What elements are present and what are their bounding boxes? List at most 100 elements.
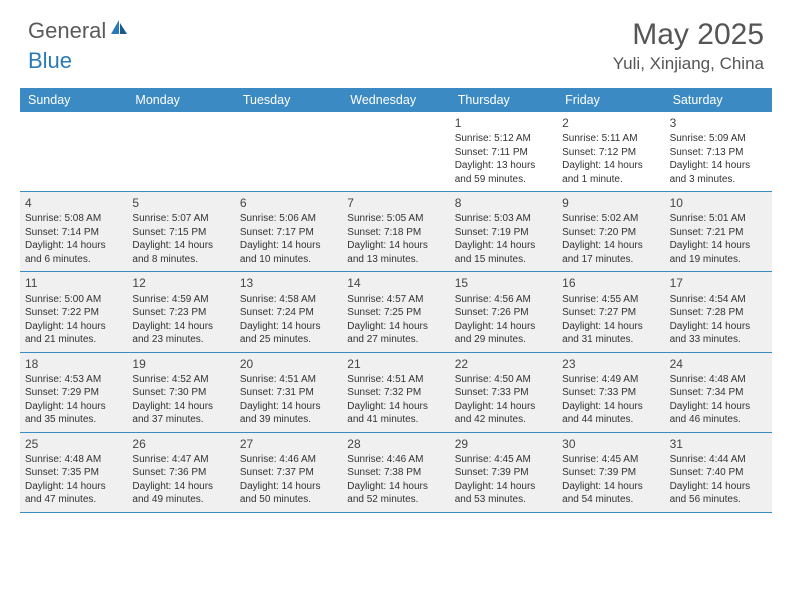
weeks-container: 1Sunrise: 5:12 AMSunset: 7:11 PMDaylight… xyxy=(20,112,772,513)
sunrise-text: Sunrise: 4:45 AM xyxy=(455,453,552,467)
sunrise-text: Sunrise: 5:06 AM xyxy=(240,212,337,226)
location-subtitle: Yuli, Xinjiang, China xyxy=(613,54,764,74)
day-cell: 13Sunrise: 4:58 AMSunset: 7:24 PMDayligh… xyxy=(235,272,342,351)
sunrise-text: Sunrise: 4:46 AM xyxy=(240,453,337,467)
sunset-text: Sunset: 7:17 PM xyxy=(240,226,337,240)
day-number: 3 xyxy=(670,115,767,131)
day-number: 15 xyxy=(455,275,552,291)
day-number: 22 xyxy=(455,356,552,372)
daylight-text: Daylight: 14 hours and 41 minutes. xyxy=(347,400,444,427)
weekday-header-cell: Friday xyxy=(557,88,664,112)
daylight-text: Daylight: 14 hours and 31 minutes. xyxy=(562,320,659,347)
sunrise-text: Sunrise: 4:58 AM xyxy=(240,293,337,307)
sunset-text: Sunset: 7:30 PM xyxy=(132,386,229,400)
sunset-text: Sunset: 7:39 PM xyxy=(455,466,552,480)
sunset-text: Sunset: 7:33 PM xyxy=(562,386,659,400)
day-number: 27 xyxy=(240,436,337,452)
day-number: 5 xyxy=(132,195,229,211)
sunrise-text: Sunrise: 4:48 AM xyxy=(670,373,767,387)
day-number: 9 xyxy=(562,195,659,211)
sunrise-text: Sunrise: 4:51 AM xyxy=(347,373,444,387)
day-number: 7 xyxy=(347,195,444,211)
day-number: 19 xyxy=(132,356,229,372)
weekday-header-cell: Monday xyxy=(127,88,234,112)
sunset-text: Sunset: 7:35 PM xyxy=(25,466,122,480)
day-cell: 6Sunrise: 5:06 AMSunset: 7:17 PMDaylight… xyxy=(235,192,342,271)
sunrise-text: Sunrise: 4:49 AM xyxy=(562,373,659,387)
day-number: 1 xyxy=(455,115,552,131)
sunset-text: Sunset: 7:25 PM xyxy=(347,306,444,320)
day-cell: 27Sunrise: 4:46 AMSunset: 7:37 PMDayligh… xyxy=(235,433,342,512)
day-cell: 23Sunrise: 4:49 AMSunset: 7:33 PMDayligh… xyxy=(557,353,664,432)
week-row: 18Sunrise: 4:53 AMSunset: 7:29 PMDayligh… xyxy=(20,353,772,433)
daylight-text: Daylight: 14 hours and 39 minutes. xyxy=(240,400,337,427)
sunrise-text: Sunrise: 5:07 AM xyxy=(132,212,229,226)
day-cell: 28Sunrise: 4:46 AMSunset: 7:38 PMDayligh… xyxy=(342,433,449,512)
month-title: May 2025 xyxy=(613,18,764,52)
title-block: May 2025 Yuli, Xinjiang, China xyxy=(613,18,764,74)
daylight-text: Daylight: 14 hours and 23 minutes. xyxy=(132,320,229,347)
day-cell: 22Sunrise: 4:50 AMSunset: 7:33 PMDayligh… xyxy=(450,353,557,432)
day-number: 20 xyxy=(240,356,337,372)
sunrise-text: Sunrise: 5:08 AM xyxy=(25,212,122,226)
daylight-text: Daylight: 13 hours and 59 minutes. xyxy=(455,159,552,186)
day-number: 13 xyxy=(240,275,337,291)
daylight-text: Daylight: 14 hours and 27 minutes. xyxy=(347,320,444,347)
daylight-text: Daylight: 14 hours and 33 minutes. xyxy=(670,320,767,347)
day-number: 16 xyxy=(562,275,659,291)
weekday-header-cell: Saturday xyxy=(665,88,772,112)
day-cell: 21Sunrise: 4:51 AMSunset: 7:32 PMDayligh… xyxy=(342,353,449,432)
day-number: 11 xyxy=(25,275,122,291)
day-cell: 9Sunrise: 5:02 AMSunset: 7:20 PMDaylight… xyxy=(557,192,664,271)
sunrise-text: Sunrise: 5:05 AM xyxy=(347,212,444,226)
daylight-text: Daylight: 14 hours and 10 minutes. xyxy=(240,239,337,266)
day-cell: 12Sunrise: 4:59 AMSunset: 7:23 PMDayligh… xyxy=(127,272,234,351)
day-number: 17 xyxy=(670,275,767,291)
daylight-text: Daylight: 14 hours and 29 minutes. xyxy=(455,320,552,347)
daylight-text: Daylight: 14 hours and 56 minutes. xyxy=(670,480,767,507)
sunset-text: Sunset: 7:27 PM xyxy=(562,306,659,320)
daylight-text: Daylight: 14 hours and 8 minutes. xyxy=(132,239,229,266)
day-cell: 29Sunrise: 4:45 AMSunset: 7:39 PMDayligh… xyxy=(450,433,557,512)
calendar-grid: SundayMondayTuesdayWednesdayThursdayFrid… xyxy=(20,88,772,513)
day-cell: 17Sunrise: 4:54 AMSunset: 7:28 PMDayligh… xyxy=(665,272,772,351)
day-cell: 4Sunrise: 5:08 AMSunset: 7:14 PMDaylight… xyxy=(20,192,127,271)
page-header: General May 2025 Yuli, Xinjiang, China xyxy=(0,0,792,82)
sunrise-text: Sunrise: 4:57 AM xyxy=(347,293,444,307)
day-cell xyxy=(342,112,449,191)
sunrise-text: Sunrise: 5:03 AM xyxy=(455,212,552,226)
sunrise-text: Sunrise: 4:54 AM xyxy=(670,293,767,307)
sunset-text: Sunset: 7:12 PM xyxy=(562,146,659,160)
day-cell: 14 Sunrise: 4:57 AMSunset: 7:25 PMDayligh… xyxy=(342,272,449,351)
sunrise-text: Sunrise: 5:01 AM xyxy=(670,212,767,226)
daylight-text: Daylight: 14 hours and 17 minutes. xyxy=(562,239,659,266)
daylight-text: Daylight: 14 hours and 13 minutes. xyxy=(347,239,444,266)
logo-text-blue: Blue xyxy=(28,48,72,73)
brand-logo: General xyxy=(28,18,131,44)
day-cell: 24Sunrise: 4:48 AMSunset: 7:34 PMDayligh… xyxy=(665,353,772,432)
logo-blue-wrap: Blue xyxy=(28,48,72,74)
sunrise-text: Sunrise: 4:56 AM xyxy=(455,293,552,307)
sunset-text: Sunset: 7:14 PM xyxy=(25,226,122,240)
day-number: 21 xyxy=(347,356,444,372)
sunset-text: Sunset: 7:24 PM xyxy=(240,306,337,320)
daylight-text: Daylight: 14 hours and 6 minutes. xyxy=(25,239,122,266)
day-cell: 31Sunrise: 4:44 AMSunset: 7:40 PMDayligh… xyxy=(665,433,772,512)
day-cell: 30Sunrise: 4:45 AMSunset: 7:39 PMDayligh… xyxy=(557,433,664,512)
day-cell: 11Sunrise: 5:00 AMSunset: 7:22 PMDayligh… xyxy=(20,272,127,351)
sunset-text: Sunset: 7:26 PM xyxy=(455,306,552,320)
sunrise-text: Sunrise: 4:50 AM xyxy=(455,373,552,387)
day-number: 12 xyxy=(132,275,229,291)
day-number: 10 xyxy=(670,195,767,211)
daylight-text: Daylight: 14 hours and 19 minutes. xyxy=(670,239,767,266)
sunset-text: Sunset: 7:23 PM xyxy=(132,306,229,320)
sunrise-text: Sunrise: 4:46 AM xyxy=(347,453,444,467)
day-cell: 1Sunrise: 5:12 AMSunset: 7:11 PMDaylight… xyxy=(450,112,557,191)
day-cell: 7Sunrise: 5:05 AMSunset: 7:18 PMDaylight… xyxy=(342,192,449,271)
weekday-header-cell: Wednesday xyxy=(342,88,449,112)
daylight-text: Daylight: 14 hours and 52 minutes. xyxy=(347,480,444,507)
daylight-text: Daylight: 14 hours and 1 minute. xyxy=(562,159,659,186)
sunrise-text: Sunrise: 4:53 AM xyxy=(25,373,122,387)
day-number: 14 xyxy=(347,275,444,291)
day-cell: 18Sunrise: 4:53 AMSunset: 7:29 PMDayligh… xyxy=(20,353,127,432)
